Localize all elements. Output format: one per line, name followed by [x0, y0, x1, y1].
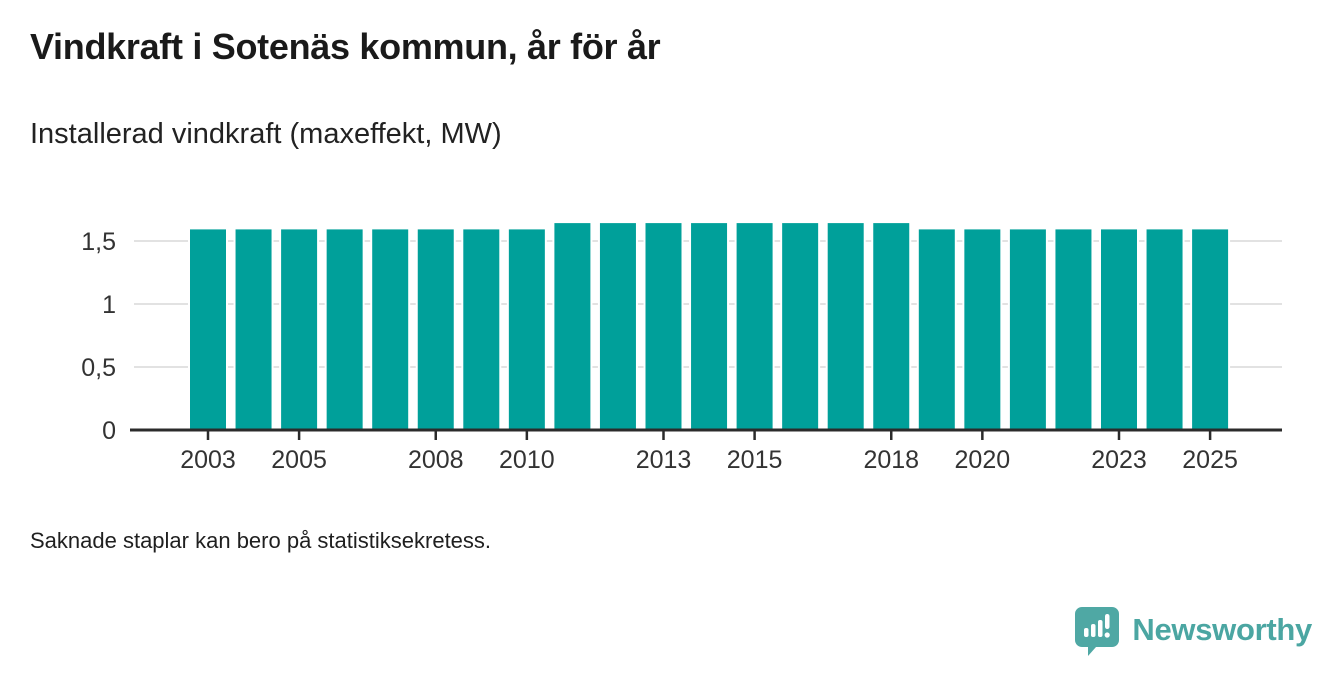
x-tick-label-2010: 2010 [499, 446, 555, 474]
bar-2018 [871, 221, 912, 431]
x-tick-label-2003: 2003 [180, 446, 236, 474]
brand-link[interactable]: Newsworthy [1072, 604, 1312, 656]
bar-2025 [1190, 227, 1231, 432]
bar-2015 [734, 221, 775, 431]
y-tick-label: 0 [102, 417, 116, 445]
bar-2013 [643, 221, 684, 431]
bar-2003 [188, 227, 228, 432]
x-tick-label-2023: 2023 [1091, 446, 1147, 474]
x-tick-label-2015: 2015 [727, 446, 783, 474]
x-tick-label-2013: 2013 [636, 446, 692, 474]
bar-2010 [506, 227, 547, 432]
bar-2012 [597, 221, 638, 431]
bar-2023 [1099, 227, 1139, 432]
brand-name: Newsworthy [1132, 612, 1312, 647]
newsworthy-logo-icon [1072, 604, 1122, 656]
bar-2007 [370, 227, 411, 432]
x-tick-label-2025: 2025 [1182, 446, 1238, 474]
x-tick-label-2018: 2018 [863, 446, 919, 474]
bar-2016 [780, 221, 821, 431]
y-tick-label: 1,5 [81, 228, 116, 256]
bar-2022 [1053, 227, 1094, 432]
chart-subtitle: Installerad vindkraft (maxeffekt, MW) [30, 118, 502, 150]
bar-2020 [962, 227, 1003, 432]
bar-2014 [689, 221, 730, 431]
bar-chart-svg: 0 0,5 1 1,5 2003 2005 2008 2010 2013 2015 2018 2020… [81, 221, 1282, 474]
y-tick-label: 0,5 [81, 354, 116, 382]
bar-2011 [552, 221, 593, 431]
x-tick-label-2020: 2020 [955, 446, 1011, 474]
bar-2009 [461, 227, 502, 432]
bar-2008 [415, 227, 456, 432]
bar-2019 [916, 227, 957, 432]
x-tick-label-2005: 2005 [271, 446, 327, 474]
y-tick-label: 1 [102, 291, 116, 319]
bar-2005 [279, 227, 320, 432]
bar-2004 [233, 227, 274, 432]
x-tick-label-2008: 2008 [408, 446, 464, 474]
bar-2006 [324, 227, 365, 432]
chart-title: Vindkraft i Sotenäs kommun, år för år [30, 26, 661, 67]
chart-footnote: Saknade staplar kan bero på statistiksek… [30, 528, 492, 553]
bar-2017 [825, 221, 866, 431]
bar-2021 [1007, 227, 1048, 432]
bar-2024 [1144, 227, 1185, 432]
